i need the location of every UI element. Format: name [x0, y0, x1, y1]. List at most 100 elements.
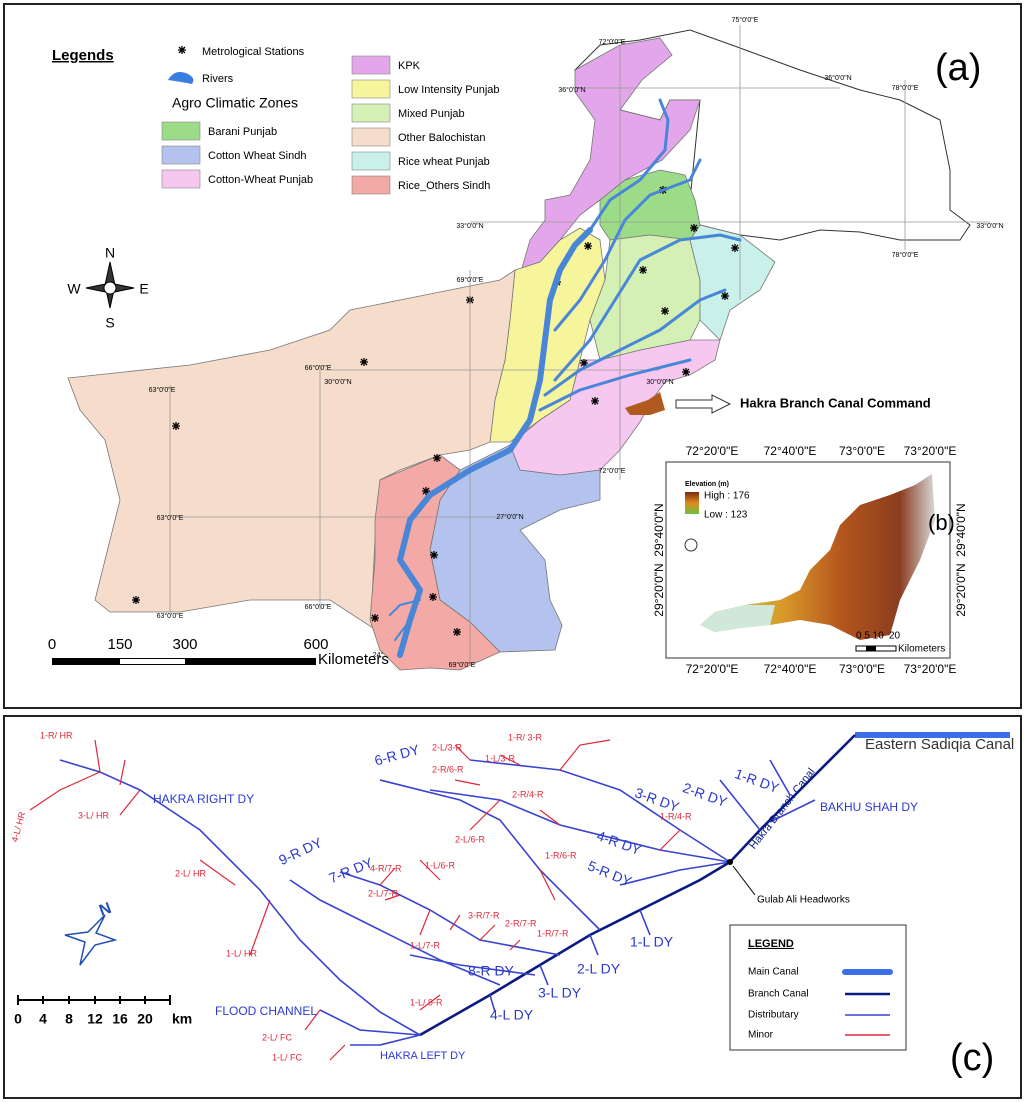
grid-label: 63°0'0"E: [149, 386, 176, 394]
distributary-label: 2-L DY: [577, 961, 621, 977]
inset-compass: [684, 538, 698, 552]
canal-label: HAKRA LEFT DY: [380, 1050, 466, 1062]
compass-label: W: [67, 281, 81, 297]
legend-swatch: [351, 103, 391, 123]
station: [172, 422, 180, 430]
minor-label: 1-L/7-R: [410, 940, 441, 950]
grid-label: 78°0'0"E: [892, 251, 919, 259]
elevation-key: [685, 492, 699, 514]
minor-label: 2-R/7-R: [505, 918, 537, 928]
legend-title: LEGEND: [748, 938, 794, 950]
station: [430, 551, 438, 559]
minor-label: 4-R/7-R: [370, 863, 402, 873]
legend-label: Branch Canal: [748, 989, 809, 1000]
grid-label: 63°0'0"E: [157, 612, 184, 620]
station: [580, 359, 588, 367]
scale-label: 16: [112, 1011, 128, 1027]
minor-label: 3-R/7-R: [468, 910, 500, 920]
legend-label: Barani Punjab: [208, 126, 277, 138]
grid-label: 36°0'0"N: [558, 86, 585, 94]
legend-label: Low Intensity Punjab: [398, 84, 500, 96]
canal-label: Gulab Ali Headworks: [757, 895, 850, 906]
river: [543, 288, 727, 397]
callout-arrow: [625, 392, 732, 415]
scale-label: 0: [14, 1011, 22, 1027]
minor-label: 3-L/ HR: [78, 810, 110, 820]
command-area: [625, 392, 665, 415]
lat-label: 29°20'0"N: [652, 563, 666, 616]
legend-swatch: [161, 145, 201, 165]
minor-label: 2-L/ HR: [175, 868, 207, 878]
grid-label: 66°0'0"E: [305, 603, 332, 611]
legend-label: KPK: [398, 60, 421, 72]
grid-label: 24°: [373, 651, 384, 659]
pakistan-map: [67, 29, 971, 671]
grid-label: 75°0'0"E: [732, 16, 759, 24]
legend-label: Rivers: [202, 73, 234, 85]
grid-label: 33°0'0"N: [976, 222, 1003, 230]
minor-label: 1-R/4-R: [660, 811, 692, 821]
distributary-label: 8-R DY: [468, 963, 515, 979]
lon-label: 73°20'0"E: [904, 444, 957, 458]
rivers: [389, 98, 742, 658]
grid-label: 69°0'0"E: [449, 661, 476, 669]
station: [721, 292, 729, 300]
minor-label: 2-L/6-R: [455, 834, 486, 844]
lon-label: 72°40'0"E: [764, 444, 817, 458]
minor-label: 1-L/ FC: [272, 1052, 303, 1062]
scale-a: [52, 658, 316, 665]
river: [588, 98, 670, 232]
distributary-label: 1-L DY: [630, 934, 674, 950]
indus-river: [397, 227, 593, 658]
branch-canal: [419, 734, 856, 1037]
arrow: [675, 394, 732, 414]
compass-a: [85, 261, 135, 309]
station: [690, 224, 698, 232]
minor-label: 2-L/ FC: [262, 1032, 293, 1042]
station: [639, 266, 647, 274]
scale-label: Kilometers: [898, 644, 945, 655]
legend-swatch: [351, 79, 391, 99]
legend-swatch: [161, 121, 201, 141]
station: [371, 614, 379, 622]
grid-label: 30°0'0"N: [646, 378, 673, 386]
zone-area: [521, 37, 701, 269]
distributary: [489, 909, 651, 1013]
scale-label: 0: [48, 636, 56, 653]
canal-label: HAKRA RIGHT DY: [153, 792, 254, 806]
river: [553, 158, 702, 332]
grid-label: 78°0'0"E: [892, 84, 919, 92]
minor-label: 2-R/6-R: [432, 764, 464, 774]
minor-label: 1-L/ 9-R: [410, 997, 443, 1007]
canal-label: FLOOD CHANNEL: [215, 1004, 317, 1018]
legend-label: Rice_Others Sindh: [398, 180, 490, 192]
scale-label: km: [172, 1011, 192, 1027]
legend-label: High : 176: [704, 491, 750, 502]
grid-label: 66°0'0"E: [305, 364, 332, 372]
grid-label: 33°0'0"N: [456, 222, 483, 230]
scale-label: 300: [172, 636, 197, 653]
minor-label: 1-R/ HR: [40, 730, 73, 740]
grid-label: 63°0'0"E: [157, 514, 184, 522]
canal-network: [29, 732, 1010, 1061]
legend-subtitle: Agro Climatic Zones: [172, 95, 298, 111]
scale-label: 4: [39, 1011, 47, 1027]
low-elevation: [700, 605, 775, 632]
panel-label: (c): [950, 1037, 994, 1079]
compass-center: [103, 281, 117, 295]
minor-label: 2-R/4-R: [512, 789, 544, 799]
grid-label: 69°0'0"E: [457, 276, 484, 284]
legend-river: [168, 72, 194, 84]
legend-label: Other Balochistan: [398, 132, 485, 144]
scale-label: 0 5 10: [856, 631, 884, 642]
grid-label: 30°0'0"N: [324, 378, 351, 386]
legend-swatch: [351, 55, 391, 75]
grid-label: 72°0'0"E: [599, 467, 626, 475]
scale-c: [17, 995, 171, 1005]
minor-label: 1-L/ HR: [226, 948, 258, 958]
inset-scale-bar: [866, 646, 876, 651]
station: [433, 454, 441, 462]
panel-label: (a): [935, 47, 981, 89]
panel-label: (b): [928, 510, 955, 535]
